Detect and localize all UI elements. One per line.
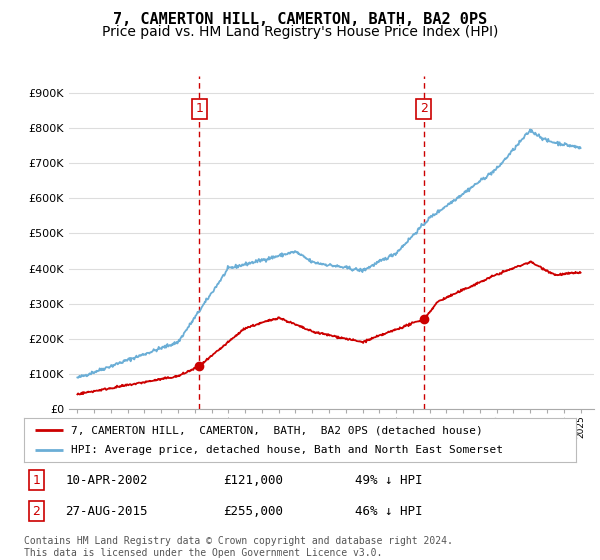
Text: £255,000: £255,000 — [223, 505, 283, 517]
Text: 1: 1 — [196, 102, 203, 115]
Text: 7, CAMERTON HILL,  CAMERTON,  BATH,  BA2 0PS (detached house): 7, CAMERTON HILL, CAMERTON, BATH, BA2 0P… — [71, 425, 482, 435]
Text: 7, CAMERTON HILL, CAMERTON, BATH, BA2 0PS: 7, CAMERTON HILL, CAMERTON, BATH, BA2 0P… — [113, 12, 487, 27]
Text: 2: 2 — [420, 102, 428, 115]
Text: 46% ↓ HPI: 46% ↓ HPI — [355, 505, 422, 517]
Text: HPI: Average price, detached house, Bath and North East Somerset: HPI: Average price, detached house, Bath… — [71, 445, 503, 455]
Text: 49% ↓ HPI: 49% ↓ HPI — [355, 474, 422, 487]
Text: Price paid vs. HM Land Registry's House Price Index (HPI): Price paid vs. HM Land Registry's House … — [102, 25, 498, 39]
Text: £121,000: £121,000 — [223, 474, 283, 487]
Text: 1: 1 — [32, 474, 40, 487]
Text: 27-AUG-2015: 27-AUG-2015 — [65, 505, 148, 517]
Text: 2: 2 — [32, 505, 40, 517]
Text: 10-APR-2002: 10-APR-2002 — [65, 474, 148, 487]
Text: This data is licensed under the Open Government Licence v3.0.: This data is licensed under the Open Gov… — [24, 548, 382, 558]
Text: Contains HM Land Registry data © Crown copyright and database right 2024.: Contains HM Land Registry data © Crown c… — [24, 536, 453, 547]
